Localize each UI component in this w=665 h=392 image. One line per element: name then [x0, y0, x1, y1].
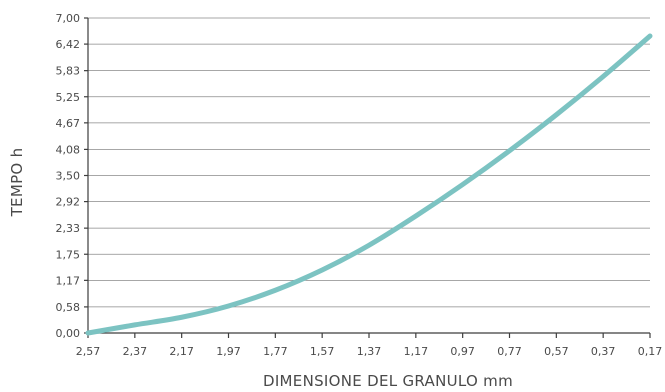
- y-tick-label: 5,25: [56, 91, 81, 104]
- series-layer: [85, 33, 653, 336]
- x-tick-label: 1,37: [357, 345, 382, 358]
- x-tick-label: 1,77: [263, 345, 288, 358]
- x-tick-label: 1,97: [216, 345, 241, 358]
- x-tick-label: 1,17: [404, 345, 429, 358]
- x-tick-label: 1,57: [310, 345, 335, 358]
- y-tick-label: 0,58: [56, 301, 81, 314]
- y-tick-label: 4,67: [56, 117, 81, 130]
- x-tick-label: 0,37: [591, 345, 616, 358]
- y-tick-label: 5,83: [56, 65, 81, 78]
- x-tick-label: 2,37: [123, 345, 148, 358]
- y-tick-label: 2,92: [56, 196, 81, 209]
- x-tick-label: 0,57: [544, 345, 569, 358]
- y-tick-label: 2,33: [56, 222, 81, 235]
- y-tick-label: 4,08: [56, 143, 81, 156]
- x-axis-title: DIMENSIONE DEL GRANULO mm: [263, 372, 513, 390]
- y-tick-label: 1,75: [56, 248, 81, 261]
- x-tick-label: 0,77: [497, 345, 522, 358]
- y-tick-label: 0,00: [56, 327, 81, 340]
- x-tick-label: 2,57: [76, 345, 101, 358]
- y-tick-label: 6,42: [56, 38, 81, 51]
- gridlines: [88, 17, 650, 308]
- axes: [84, 17, 651, 338]
- tick-labels: 0,00 0,58 1,17 1,75 2,33 2,92 3,50 4,08 4,67 5,25…: [56, 12, 663, 358]
- x-tick-label: 0,97: [450, 345, 475, 358]
- y-axis-title: TEMPO h: [8, 148, 26, 218]
- y-tick-label: 3,50: [56, 170, 81, 183]
- x-tick-label: 2,17: [169, 345, 194, 358]
- x-tick-label: 0,17: [638, 345, 663, 358]
- series-line-0: [85, 33, 653, 336]
- y-tick-label: 1,17: [56, 274, 81, 287]
- y-tick-label: 7,00: [56, 12, 81, 25]
